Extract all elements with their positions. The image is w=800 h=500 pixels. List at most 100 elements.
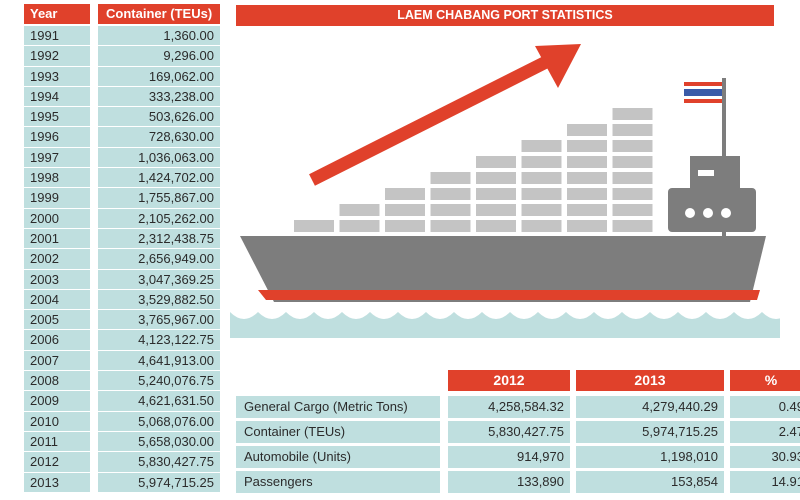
container-box: [521, 220, 562, 232]
container-value-cell: 1,036,063.00: [98, 147, 220, 168]
year-cell: 1995: [24, 107, 90, 127]
container-box: [567, 124, 607, 136]
container-value-cell: 3,047,369.25: [98, 269, 220, 289]
container-value-cell: 5,830,427.75: [98, 452, 220, 472]
container-rows: 1,360.00 9,296.00 169,062.00 333,238.00 503,…: [98, 26, 220, 492]
container-box: [476, 204, 516, 216]
container-box: [476, 220, 516, 232]
container-box: [612, 124, 653, 136]
year-cell: 2005: [24, 310, 90, 330]
container-value-cell: 4,123,122.75: [98, 330, 220, 350]
year-cell: 1993: [24, 66, 90, 86]
stat-row: Passengers 133,890 153,854 14.91: [236, 471, 800, 493]
container-box: [385, 188, 425, 200]
container-box: [430, 220, 471, 232]
year-cell: 1992: [24, 46, 90, 66]
container-column: Container (TEUs) 1,360.00 9,296.00 169,062…: [98, 4, 220, 493]
container-box: [612, 156, 653, 168]
stat-value-2012: 133,890: [448, 471, 570, 493]
stat-label: General Cargo (Metric Tons): [236, 396, 440, 418]
page-title: LAEM CHABANG PORT STATISTICS: [236, 5, 774, 26]
stat-percent: 30.93: [730, 446, 800, 468]
container-value-cell: 5,658,030.00: [98, 431, 220, 452]
year-cell: 2007: [24, 350, 90, 371]
year-cell: 1996: [24, 127, 90, 147]
container-box: [567, 220, 607, 232]
header-percent: %: [730, 370, 800, 391]
container-box: [521, 156, 562, 168]
container-value-cell: 5,240,076.75: [98, 371, 220, 391]
ship-bridge: [668, 156, 756, 232]
container-value-cell: 503,626.00: [98, 107, 220, 127]
stat-value-2012: 5,830,427.75: [448, 421, 570, 443]
year-header: Year: [24, 4, 90, 24]
container-value-cell: 5,068,076.00: [98, 411, 220, 431]
stat-label: Passengers: [236, 471, 440, 493]
stat-percent: 14.91: [730, 471, 800, 493]
stat-percent: 0.49: [730, 396, 800, 418]
container-box: [385, 220, 425, 232]
year-cell: 2013: [24, 472, 90, 492]
stat-value-2013: 153,854: [576, 471, 724, 493]
container-box: [476, 156, 516, 168]
container-value-cell: 1,360.00: [98, 26, 220, 46]
stat-row: Container (TEUs) 5,830,427.75 5,974,715.25…: [236, 421, 800, 443]
container-value-cell: 2,105,262.00: [98, 208, 220, 228]
container-value-cell: 9,296.00: [98, 46, 220, 66]
year-cell: 2009: [24, 391, 90, 411]
container-box: [339, 204, 380, 216]
year-cell: 1997: [24, 147, 90, 168]
year-cell: 2006: [24, 330, 90, 350]
container-box: [612, 172, 653, 184]
stat-label: Container (TEUs): [236, 421, 440, 443]
year-cell: 2008: [24, 371, 90, 391]
container-value-cell: 2,656,949.00: [98, 249, 220, 269]
year-cell: 2012: [24, 452, 90, 472]
ship-hull: [240, 236, 766, 302]
container-value-cell: 3,529,882.50: [98, 289, 220, 310]
stat-value-2013: 4,279,440.29: [576, 396, 724, 418]
container-value-cell: 5,974,715.25: [98, 472, 220, 492]
container-value-cell: 728,630.00: [98, 127, 220, 147]
stat-label: Automobile (Units): [236, 446, 440, 468]
container-box: [521, 172, 562, 184]
year-cell: 1994: [24, 86, 90, 107]
container-box: [339, 220, 380, 232]
year-cell: 2011: [24, 431, 90, 452]
header-2013: 2013: [576, 370, 724, 391]
stat-percent: 2.47: [730, 421, 800, 443]
container-box: [567, 204, 607, 216]
container-box: [567, 140, 607, 152]
container-box: [430, 204, 471, 216]
year-cell: 2004: [24, 289, 90, 310]
container-box: [612, 204, 653, 216]
stat-row: General Cargo (Metric Tons) 4,258,584.32 4…: [236, 396, 800, 418]
container-box: [476, 188, 516, 200]
container-value-cell: 1,755,867.00: [98, 188, 220, 208]
year-cell: 1999: [24, 188, 90, 208]
container-box: [521, 140, 562, 152]
container-box: [612, 188, 653, 200]
year-cell: 1991: [24, 26, 90, 46]
container-box: [612, 220, 653, 232]
year-rows: 1991 1992 1993 1994 1995 1996 1997 1998 1999 2000…: [24, 26, 90, 492]
container-box: [567, 156, 607, 168]
water-waves: [230, 312, 780, 338]
container-value-cell: 4,641,913.00: [98, 350, 220, 371]
year-cell: 2001: [24, 228, 90, 249]
stat-value-2013: 1,198,010: [576, 446, 724, 468]
container-box: [521, 204, 562, 216]
container-stacks: [294, 108, 653, 232]
container-box: [521, 188, 562, 200]
stat-value-2012: 914,970: [448, 446, 570, 468]
header-2012: 2012: [448, 370, 570, 391]
container-box: [567, 172, 607, 184]
container-value-cell: 1,424,702.00: [98, 168, 220, 188]
year-column: Year 1991 1992 1993 1994 1995 1996 1997 1998 199…: [24, 4, 90, 493]
stat-value-2012: 4,258,584.32: [448, 396, 570, 418]
container-box: [612, 140, 653, 152]
container-value-cell: 169,062.00: [98, 66, 220, 86]
container-box: [430, 172, 471, 184]
container-box: [294, 220, 334, 232]
year-cell: 2000: [24, 208, 90, 228]
